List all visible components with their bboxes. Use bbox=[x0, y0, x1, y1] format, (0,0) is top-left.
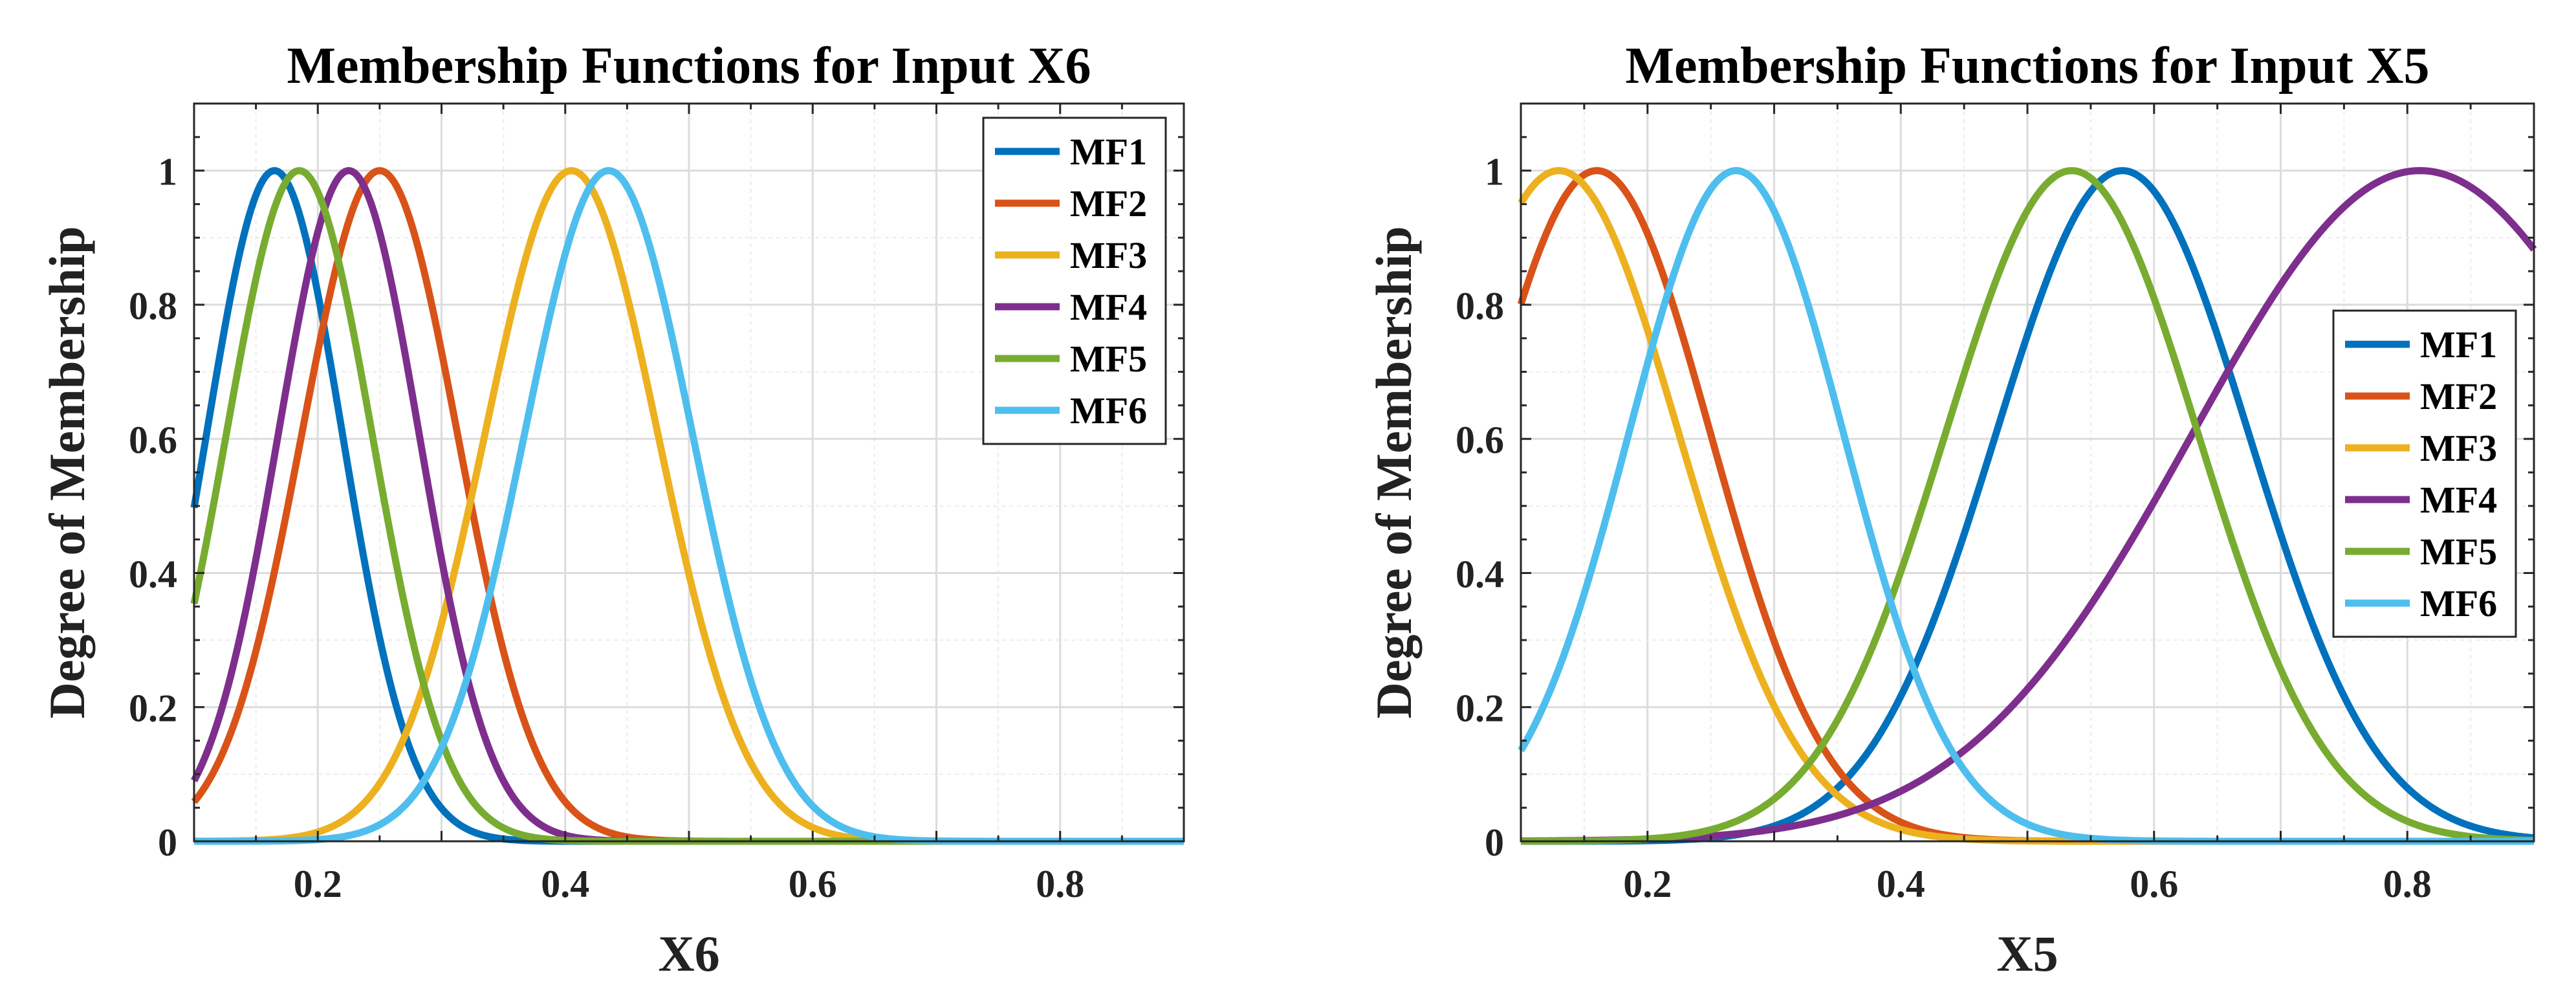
y-tick-label: 0.8 bbox=[1456, 285, 1504, 327]
legend-label-mf1: MF1 bbox=[2420, 324, 2497, 366]
x-tick-label: 0.2 bbox=[294, 863, 342, 905]
grid bbox=[1520, 103, 2535, 843]
chart-title: Membership Functions for Input X5 bbox=[1625, 38, 2429, 94]
legend-label-mf1: MF1 bbox=[1070, 131, 1147, 173]
chart-title: Membership Functions for Input X6 bbox=[287, 38, 1091, 94]
y-tick-label: 0.2 bbox=[129, 687, 177, 730]
y-tick-label: 0.8 bbox=[129, 285, 177, 327]
tick-marks bbox=[193, 102, 1185, 843]
y-tick-label: 0 bbox=[158, 821, 177, 864]
x-tick-label: 0.6 bbox=[2130, 863, 2178, 905]
x-tick-label: 0.6 bbox=[789, 863, 837, 905]
y-axis-label: Degree of Membership bbox=[39, 226, 95, 719]
chart-panel-x5: 0.2 0.4 0.6 0.8 0 0.2 0.4 0.6 0.8 1 Membership Fun… bbox=[1288, 0, 2576, 1005]
legend-box bbox=[982, 116, 1167, 445]
legend-label-mf2: MF2 bbox=[2420, 375, 2497, 417]
legend-label-mf3: MF3 bbox=[2420, 427, 2497, 469]
y-tick-label: 0 bbox=[1485, 821, 1504, 864]
x-tick-label: 0.2 bbox=[1623, 863, 1672, 905]
legend-label-mf5: MF5 bbox=[2420, 531, 2497, 573]
y-tick-label: 1 bbox=[158, 151, 177, 193]
y-tick-label: 0.6 bbox=[129, 419, 177, 461]
series-line-mf5 bbox=[1520, 167, 2535, 845]
legend: MF1 MF2 MF3 MF4 MF5 MF6 bbox=[2332, 309, 2517, 638]
chart-x6: 0.2 0.4 0.6 0.8 0 0.2 0.4 0.6 0.8 1 Membership Fun… bbox=[39, 38, 1185, 982]
x-tick-label: 0.4 bbox=[1877, 863, 1925, 905]
tick-marks bbox=[1520, 102, 2535, 843]
x-tick-label: 0.4 bbox=[541, 863, 589, 905]
y-tick-label: 0.4 bbox=[1456, 553, 1504, 595]
legend-label-mf3: MF3 bbox=[1070, 234, 1147, 276]
chart-x5: 0.2 0.4 0.6 0.8 0 0.2 0.4 0.6 0.8 1 Membership Fun… bbox=[1366, 38, 2537, 982]
legend-box bbox=[2332, 309, 2517, 638]
y-tick-label: 0.4 bbox=[129, 553, 177, 595]
legend: MF1 MF2 MF3 MF4 MF5 MF6 bbox=[982, 116, 1167, 445]
legend-label-mf6: MF6 bbox=[2420, 582, 2497, 624]
legend-label-mf6: MF6 bbox=[1070, 390, 1147, 432]
x-tick-label: 0.8 bbox=[1036, 863, 1084, 905]
legend-label-mf5: MF5 bbox=[1070, 338, 1147, 380]
y-axis-label: Degree of Membership bbox=[1366, 226, 1422, 719]
legend-label-mf2: MF2 bbox=[1070, 182, 1147, 225]
legend-label-mf4: MF4 bbox=[1070, 286, 1147, 328]
legend-label-mf4: MF4 bbox=[2420, 479, 2497, 521]
y-tick-label: 1 bbox=[1485, 151, 1504, 193]
x-axis-label: X6 bbox=[658, 925, 719, 982]
chart-panel-x6: 0.2 0.4 0.6 0.8 0 0.2 0.4 0.6 0.8 1 Membership Fun… bbox=[39, 38, 1185, 982]
y-tick-label: 0.6 bbox=[1456, 419, 1504, 461]
y-tick-label: 0.2 bbox=[1456, 687, 1504, 730]
x-axis-label: X5 bbox=[1996, 925, 2058, 982]
x-tick-label: 0.8 bbox=[2383, 863, 2432, 905]
